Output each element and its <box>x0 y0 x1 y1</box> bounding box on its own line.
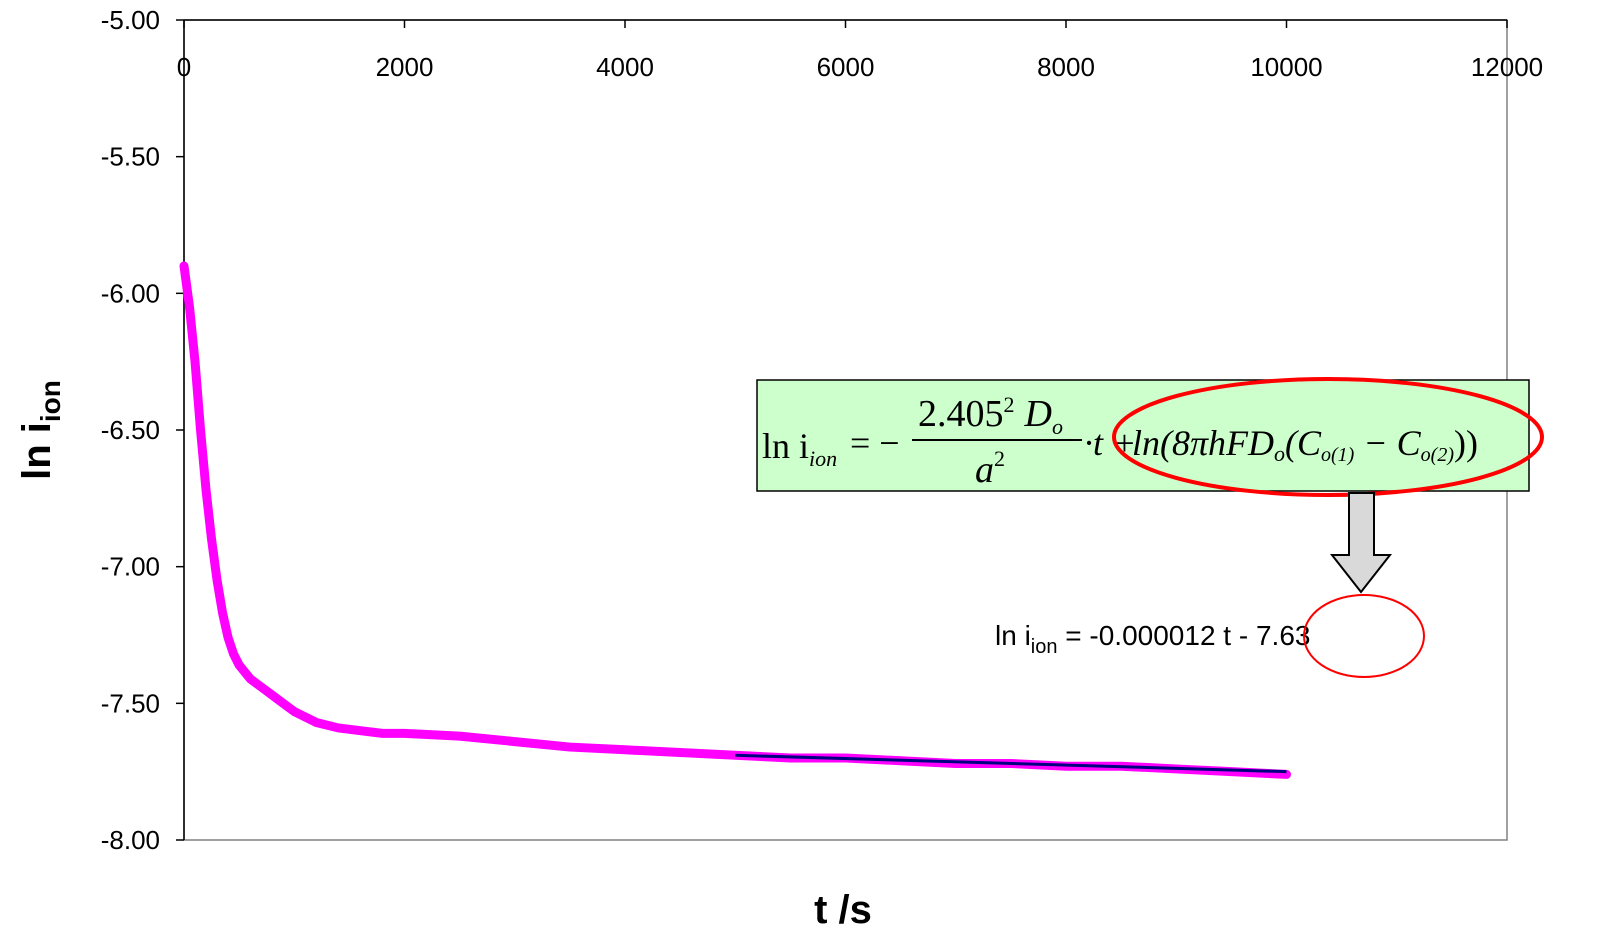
formula-num-var: D <box>1024 393 1052 435</box>
data-point <box>279 699 288 708</box>
y-axis-title-sub: ion <box>35 380 66 422</box>
fit-prefix: ln i <box>995 620 1031 651</box>
fit-sub: ion <box>1031 636 1058 658</box>
formula-numerator: 2.4052 Do <box>918 392 1063 439</box>
formula-rhs: ln(8πhFDo(Co(1) − Co(2))) <box>1132 423 1478 466</box>
data-point <box>213 576 222 585</box>
data-point <box>334 723 343 732</box>
data-point <box>676 748 685 757</box>
formula-highlight-ellipse <box>1112 377 1544 497</box>
formula-rhs-minus: − C <box>1354 423 1421 463</box>
x-tick-label: 4000 <box>596 52 654 82</box>
x-tick-label: 0 <box>177 52 191 82</box>
data-point <box>218 609 227 618</box>
y-tick-label: -7.00 <box>101 552 160 582</box>
y-tick-label: -6.50 <box>101 415 160 445</box>
formula-annotation: ln iion = − 2.4052 Do a2 ·t + ln(8πhFDo(C… <box>756 377 1544 497</box>
formula-lhs: ln iion <box>762 426 837 471</box>
data-point <box>621 745 629 754</box>
fit-intercept: 7.63 <box>1256 620 1311 651</box>
x-tick-label: 12000 <box>1471 52 1543 82</box>
formula-num-value: 2.405 <box>918 393 1004 435</box>
data-point <box>235 661 244 670</box>
data-point <box>565 743 574 752</box>
y-axis-title-main: ln i <box>15 422 59 480</box>
formula-num-var-sub: o <box>1052 414 1063 439</box>
y-tick-label: -7.50 <box>101 688 160 718</box>
intercept-highlight-ellipse <box>1303 594 1425 678</box>
data-point <box>510 737 519 746</box>
x-tick-label: 2000 <box>376 52 434 82</box>
data-point <box>224 633 233 642</box>
data-point <box>185 303 194 311</box>
data-point <box>400 729 409 738</box>
y-tick-label: -5.50 <box>101 142 160 172</box>
formula-lhs-ln: ln i <box>762 426 809 466</box>
data-point <box>191 357 200 366</box>
series-line-fit <box>735 753 1287 774</box>
x-axis: 0 2000 4000 6000 8000 10000 12000 <box>177 19 1543 82</box>
formula-rhs-o1: o <box>1274 441 1285 466</box>
data-point <box>257 682 266 691</box>
y-axis-title: ln iion <box>15 380 66 480</box>
x-axis-title: t /s <box>814 888 872 932</box>
formula-rhs-o2: o(1) <box>1321 444 1355 466</box>
formula-box <box>756 379 1530 492</box>
formula-rhs-close: )) <box>1454 423 1478 463</box>
data-point <box>180 262 188 270</box>
x-tick-label: 6000 <box>817 52 875 82</box>
x-tick-label: 10000 <box>1250 52 1322 82</box>
y-tick-label: -8.00 <box>101 825 160 855</box>
data-point <box>356 726 365 735</box>
data-point <box>378 729 387 738</box>
formula-equals: = − <box>850 423 900 463</box>
series-layer <box>179 261 1291 779</box>
formula-denominator: a2 <box>975 446 1005 491</box>
formula-num-sup: 2 <box>1004 392 1015 417</box>
formula-den-sup: 2 <box>994 446 1005 471</box>
formula-den-var: a <box>975 449 994 491</box>
x-tick-label: 8000 <box>1037 52 1095 82</box>
y-tick-label: -5.00 <box>101 5 160 35</box>
data-point <box>290 707 299 716</box>
data-point <box>268 691 277 700</box>
data-point <box>246 674 255 683</box>
data-point <box>312 718 321 727</box>
data-point <box>196 426 205 434</box>
down-arrow-icon <box>1329 492 1393 594</box>
data-point <box>202 486 211 495</box>
fit-middle: = -0.000012 t - <box>1058 620 1256 651</box>
formula-rhs-ln: ln(8πhFD <box>1132 423 1274 463</box>
y-axis: -5.00 -5.50 -6.00 -6.50 -7.00 -7.50 -8.00 <box>101 5 185 855</box>
formula-lhs-sub: ion <box>809 446 837 471</box>
data-point <box>207 535 216 544</box>
y-tick-label: -6.00 <box>101 278 160 308</box>
data-point <box>229 650 238 659</box>
formula-rhs-o3: o(2) <box>1421 444 1455 466</box>
data-point <box>455 732 464 741</box>
fit-equation: ln iion = -0.000012 t - 7.63 <box>995 620 1310 658</box>
formula-rhs-open: (C <box>1285 423 1322 463</box>
